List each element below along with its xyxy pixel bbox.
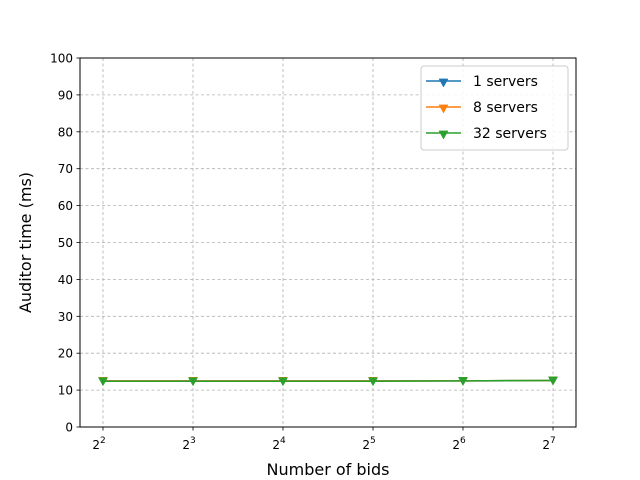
- legend-item: 8 servers: [426, 100, 538, 116]
- legend-item: 1 servers: [426, 74, 538, 90]
- x-tick-base: 2: [362, 438, 370, 452]
- x-axis-label: Number of bids: [267, 460, 390, 479]
- legend-item: 32 servers: [426, 126, 547, 142]
- legend-marker: [438, 78, 449, 88]
- x-tick-base: 2: [92, 438, 100, 452]
- y-tick-label: 100: [50, 52, 73, 66]
- x-tick-label: 23: [182, 436, 195, 452]
- x-tick-base: 2: [272, 438, 280, 452]
- series-lines: [98, 376, 558, 387]
- x-tick-base: 2: [452, 438, 460, 452]
- x-tick-exponent: 5: [370, 436, 376, 446]
- x-tick-base: 2: [182, 438, 190, 452]
- y-tick-label: 40: [58, 273, 73, 287]
- y-tick-label: 10: [58, 384, 73, 398]
- data-point-marker: [98, 377, 108, 387]
- data-point-marker: [458, 377, 468, 386]
- y-tick-label: 20: [58, 347, 73, 361]
- y-tick-label: 0: [65, 421, 73, 435]
- data-point-marker: [368, 377, 378, 387]
- legend-box: [420, 65, 569, 151]
- data-point-marker: [278, 377, 288, 387]
- x-tick-base: 2: [542, 438, 550, 452]
- series-2: [98, 376, 558, 387]
- x-tick-label: 26: [452, 436, 466, 452]
- y-tick-label: 90: [58, 88, 73, 102]
- x-tick-exponent: 4: [280, 436, 286, 446]
- x-tick-exponent: 7: [550, 436, 556, 446]
- x-tick-label: 27: [542, 436, 555, 452]
- legend: 1 servers 8 servers 32 servers: [420, 65, 569, 151]
- x-tick-exponent: 3: [190, 436, 196, 446]
- y-tick-label: 60: [58, 199, 73, 213]
- x-tick-exponent: 6: [460, 436, 466, 446]
- legend-label: 32 servers: [473, 126, 547, 142]
- y-axis-ticks: 0 10 20 30 40 50 60 70 80 90 100: [50, 52, 80, 435]
- x-tick-label: 25: [362, 436, 375, 452]
- y-tick-label: 50: [58, 236, 73, 250]
- legend-label: 8 servers: [473, 100, 538, 116]
- y-tick-label: 80: [58, 125, 73, 139]
- series-line: [103, 379, 554, 383]
- x-tick-label: 24: [272, 436, 286, 452]
- y-tick-label: 70: [58, 162, 73, 176]
- legend-marker: [438, 130, 449, 140]
- x-tick-exponent: 2: [100, 436, 106, 446]
- y-axis-label: Auditor time (ms): [16, 172, 35, 313]
- x-axis-ticks: 22 23 24 25 26 27: [92, 427, 556, 452]
- x-tick-label: 22: [92, 436, 105, 452]
- legend-label: 1 servers: [473, 74, 538, 90]
- legend-marker: [438, 104, 449, 114]
- y-tick-label: 30: [58, 310, 73, 324]
- data-point-marker: [548, 376, 558, 386]
- data-point-marker: [188, 377, 198, 387]
